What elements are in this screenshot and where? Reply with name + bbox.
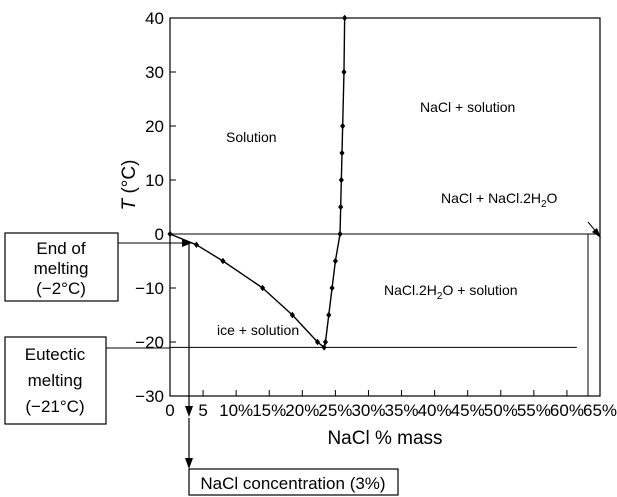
region-label-nacl-solution: NaCl + solution: [420, 99, 515, 115]
data-point: [321, 344, 327, 351]
x-axis-label: NaCl % mass: [327, 428, 442, 449]
region-label-nacl-nacl2h2o-sub: 2: [541, 199, 547, 210]
region-label-ice-solution: ice + solution: [217, 322, 299, 338]
data-point: [322, 338, 329, 346]
data-point: [167, 230, 173, 238]
data-point: [342, 14, 348, 22]
x-tick-label: 50%: [484, 401, 518, 420]
region-label-nacl-nacl2h2o-prefix: NaCl + NaCl.2H: [441, 190, 541, 206]
data-point: [337, 230, 343, 238]
x-tick-label: 25%: [318, 401, 352, 420]
nacl-concentration-box: [188, 468, 399, 496]
data-point: [329, 284, 335, 292]
data-point: [314, 338, 321, 346]
plot-frame: [169, 17, 601, 397]
concentration-box-arrowhead: [185, 458, 193, 469]
region-label-nacl-nacl2h2o: NaCl + NaCl.2H2O: [441, 190, 558, 210]
y-axis-label-unit: (°C): [119, 160, 140, 199]
y-axis-label-symbol: T: [119, 197, 140, 210]
x-tick-label: 65%: [583, 401, 617, 420]
data-points: [167, 14, 348, 351]
phase-boundary-line: [169, 17, 346, 349]
region-label-nacl-nacl2h2o-suffix: O: [547, 190, 558, 206]
region-label-nacl2h2o-solution-prefix: NaCl.2H: [384, 282, 437, 298]
x-tick-label: 30%: [351, 401, 385, 420]
region-label-nacl2h2o-solution-sub: 2: [437, 291, 443, 302]
nacl-concentration-text: NaCl concentration (3%): [200, 474, 385, 493]
data-point: [260, 284, 266, 292]
data-point: [289, 311, 295, 319]
y-tick-label: 20: [145, 117, 164, 136]
y-tick-label: −20: [135, 333, 164, 352]
concentration-drop-arrowhead: [185, 406, 193, 417]
x-tick-label: 10%: [219, 401, 253, 420]
y-tick-label: −10: [135, 279, 164, 298]
data-point: [326, 311, 332, 319]
region-label-solution: Solution: [226, 129, 277, 145]
y-axis-label: T (°C): [119, 160, 140, 211]
eutectic-melting-line-3: (−21°C): [25, 397, 84, 416]
end-of-melting-line-2: melting: [34, 259, 89, 278]
data-point: [193, 241, 200, 248]
eutectic-melting-line-2: melting: [28, 371, 83, 390]
x-tick-label: 0: [165, 401, 174, 420]
data-point: [340, 122, 346, 130]
end-of-melting-line-3: (−2°C): [36, 279, 86, 298]
y-tick-label: 30: [145, 63, 164, 82]
x-tick-label: 15%: [252, 401, 286, 420]
data-point: [332, 257, 338, 265]
axis-ticks: 0 5 10% 15% 20% 25% 30% 35% 40% 45% 50% 55% 60% 65% 40…: [135, 9, 617, 420]
end-of-melting-line-1: End of: [36, 239, 85, 258]
x-tick-label: 40%: [418, 401, 452, 420]
x-tick-label: 55%: [517, 401, 551, 420]
data-point: [338, 203, 344, 211]
x-tick-label: 5: [198, 401, 207, 420]
data-point: [220, 257, 226, 265]
data-point: [341, 68, 347, 76]
phase-curve: [169, 17, 346, 349]
end-of-melting-arrowhead: [182, 239, 192, 247]
region-label-nacl2h2o-solution: NaCl.2H2O + solution: [384, 282, 518, 302]
y-tick-label: 10: [145, 171, 164, 190]
end-of-melting-box: [4, 232, 119, 302]
eutectic-melting-box: [4, 336, 107, 425]
x-tick-label: 60%: [550, 401, 584, 420]
nacl-nacl2h2o-arrowhead: [592, 228, 601, 238]
reference-lines: [170, 233, 600, 348]
region-label-nacl2h2o-solution-suffix: O + solution: [442, 282, 517, 298]
data-point: [339, 149, 345, 157]
y-tick-label: 0: [155, 225, 164, 244]
x-tick-label: 20%: [285, 401, 319, 420]
x-tick-label: 35%: [385, 401, 419, 420]
y-tick-label: −30: [135, 387, 164, 406]
eutectic-melting-line-1: Eutectic: [25, 345, 86, 364]
y-tick-label: 40: [145, 9, 164, 28]
x-tick-label: 45%: [451, 401, 485, 420]
data-point: [338, 176, 344, 184]
